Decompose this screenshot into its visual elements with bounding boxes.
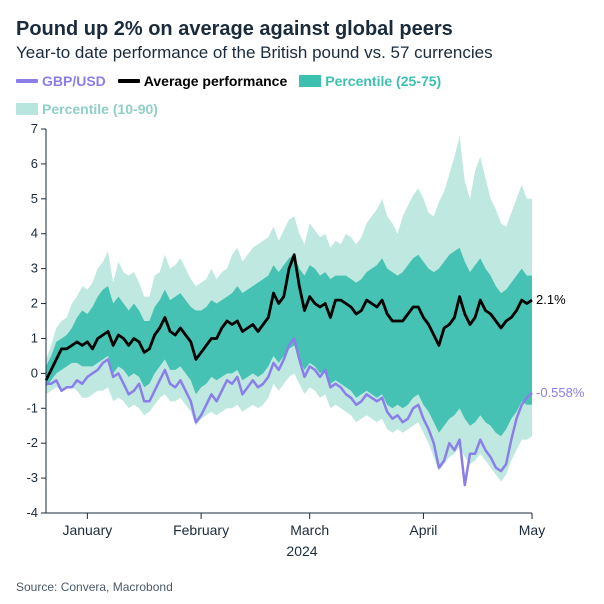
source-text: Source: Convera, Macrobond (16, 580, 173, 594)
svg-text:March: March (290, 522, 329, 538)
svg-text:0: 0 (31, 365, 38, 380)
svg-text:April: April (409, 522, 437, 538)
legend-label-p1090: Percentile (10-90) (42, 101, 158, 117)
legend-swatch-gbpusd (16, 79, 38, 83)
end-label-gbpusd: -0.558% (536, 385, 584, 400)
svg-text:-2: -2 (26, 435, 38, 450)
legend-label-avg: Average performance (144, 73, 287, 89)
legend-item-avg: Average performance (118, 73, 287, 89)
chart-title: Pound up 2% on average against global pe… (16, 18, 588, 41)
legend: GBP/USD Average performance Percentile (… (16, 73, 588, 117)
legend-swatch-avg (118, 79, 140, 83)
svg-text:May: May (519, 522, 545, 538)
svg-text:7: 7 (31, 123, 38, 136)
svg-text:January: January (62, 522, 112, 538)
x-axis-year: 2024 (16, 543, 588, 559)
svg-text:February: February (173, 522, 229, 538)
chart-subtitle: Year-to date performance of the British … (16, 43, 588, 63)
svg-text:-3: -3 (26, 470, 38, 485)
legend-item-p2575: Percentile (25-75) (299, 73, 441, 89)
legend-swatch-p1090 (16, 103, 38, 115)
svg-text:-4: -4 (26, 505, 38, 520)
end-label-avg: 2.1% (536, 292, 566, 307)
chart-svg: -4 -3 -2 -1 0 1 2 3 4 5 6 7 January February March Apri… (16, 123, 588, 563)
svg-text:-1: -1 (26, 400, 38, 415)
legend-swatch-p2575 (299, 75, 321, 87)
svg-text:2: 2 (31, 296, 38, 311)
svg-text:6: 6 (31, 156, 38, 171)
legend-label-p2575: Percentile (25-75) (325, 73, 441, 89)
svg-text:3: 3 (31, 261, 38, 276)
chart-area: -4 -3 -2 -1 0 1 2 3 4 5 6 7 January February March Apri… (16, 123, 588, 563)
svg-text:5: 5 (31, 191, 38, 206)
legend-item-gbpusd: GBP/USD (16, 73, 106, 89)
legend-item-p1090: Percentile (10-90) (16, 101, 158, 117)
svg-text:1: 1 (31, 330, 38, 345)
legend-label-gbpusd: GBP/USD (42, 73, 106, 89)
svg-text:4: 4 (31, 226, 38, 241)
